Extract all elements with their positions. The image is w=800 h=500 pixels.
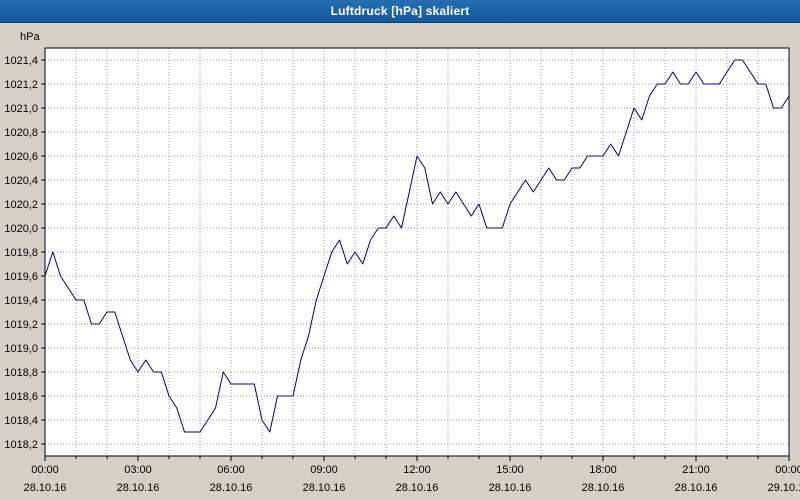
- y-tick-label: 1018,4: [4, 415, 38, 427]
- y-tick-label: 1020,0: [4, 223, 38, 235]
- x-tick-time-label: 21:00: [682, 464, 710, 476]
- x-tick-time-label: 00:00: [775, 464, 800, 476]
- x-axis-labels: 00:00 28.10.16 03:00 28.10.16 06:00 28.10.16 0…: [24, 464, 800, 494]
- y-tick-label: 1018,6: [4, 391, 38, 403]
- window-titlebar[interactable]: Luftdruck [hPa] skaliert: [0, 0, 800, 23]
- y-tick-label: 1019,0: [4, 343, 38, 355]
- y-tick-label: 1018,2: [4, 439, 38, 451]
- y-tick-label: 1020,8: [4, 127, 38, 139]
- x-tick-date-label: 28.10.16: [582, 482, 625, 494]
- y-tick-label: 1021,4: [4, 55, 38, 67]
- window-title: Luftdruck [hPa] skaliert: [330, 4, 470, 18]
- x-tick-time-label: 18:00: [589, 464, 617, 476]
- pressure-chart: 1018,2 1018,4 1018,6 1018,8 1019,0 1019,2 1019…: [4, 31, 800, 494]
- x-tick-date-label: 28.10.16: [303, 482, 346, 494]
- y-tick-label: 1021,2: [4, 79, 38, 91]
- x-tick-time-label: 09:00: [310, 464, 338, 476]
- pressure-line: [44, 59, 790, 433]
- x-tick-date-label: 29.10.16: [768, 482, 800, 494]
- y-tick-label: 1020,4: [4, 175, 38, 187]
- x-tick-date-label: 28.10.16: [210, 482, 253, 494]
- x-tick-date-label: 28.10.16: [117, 482, 160, 494]
- y-axis-unit-label: hPa: [20, 31, 40, 43]
- x-tick-time-label: 06:00: [217, 464, 245, 476]
- y-tick-label: 1018,8: [4, 367, 38, 379]
- y-tick-label: 1019,8: [4, 247, 38, 259]
- x-tick-date-label: 28.10.16: [489, 482, 532, 494]
- x-tick-time-label: 15:00: [496, 464, 524, 476]
- x-tick-date-label: 28.10.16: [24, 482, 67, 494]
- y-tick-label: 1019,2: [4, 319, 38, 331]
- chart-area: 1018,2 1018,4 1018,6 1018,8 1019,0 1019,2 1019…: [0, 23, 800, 500]
- y-axis-labels: 1018,2 1018,4 1018,6 1018,8 1019,0 1019,2 1019…: [4, 55, 38, 451]
- y-tick-label: 1019,4: [4, 295, 38, 307]
- x-tick-time-label: 03:00: [124, 464, 152, 476]
- y-tick-label: 1021,0: [4, 103, 38, 115]
- y-tick-label: 1020,2: [4, 199, 38, 211]
- x-tick-date-label: 28.10.16: [396, 482, 439, 494]
- gridlines: [45, 48, 789, 456]
- y-tick-label: 1020,6: [4, 151, 38, 163]
- y-tick-label: 1019,6: [4, 271, 38, 283]
- x-tick-time-label: 12:00: [403, 464, 431, 476]
- axis-ticks: [41, 59, 790, 461]
- x-tick-date-label: 28.10.16: [675, 482, 718, 494]
- x-tick-time-label: 00:00: [31, 464, 59, 476]
